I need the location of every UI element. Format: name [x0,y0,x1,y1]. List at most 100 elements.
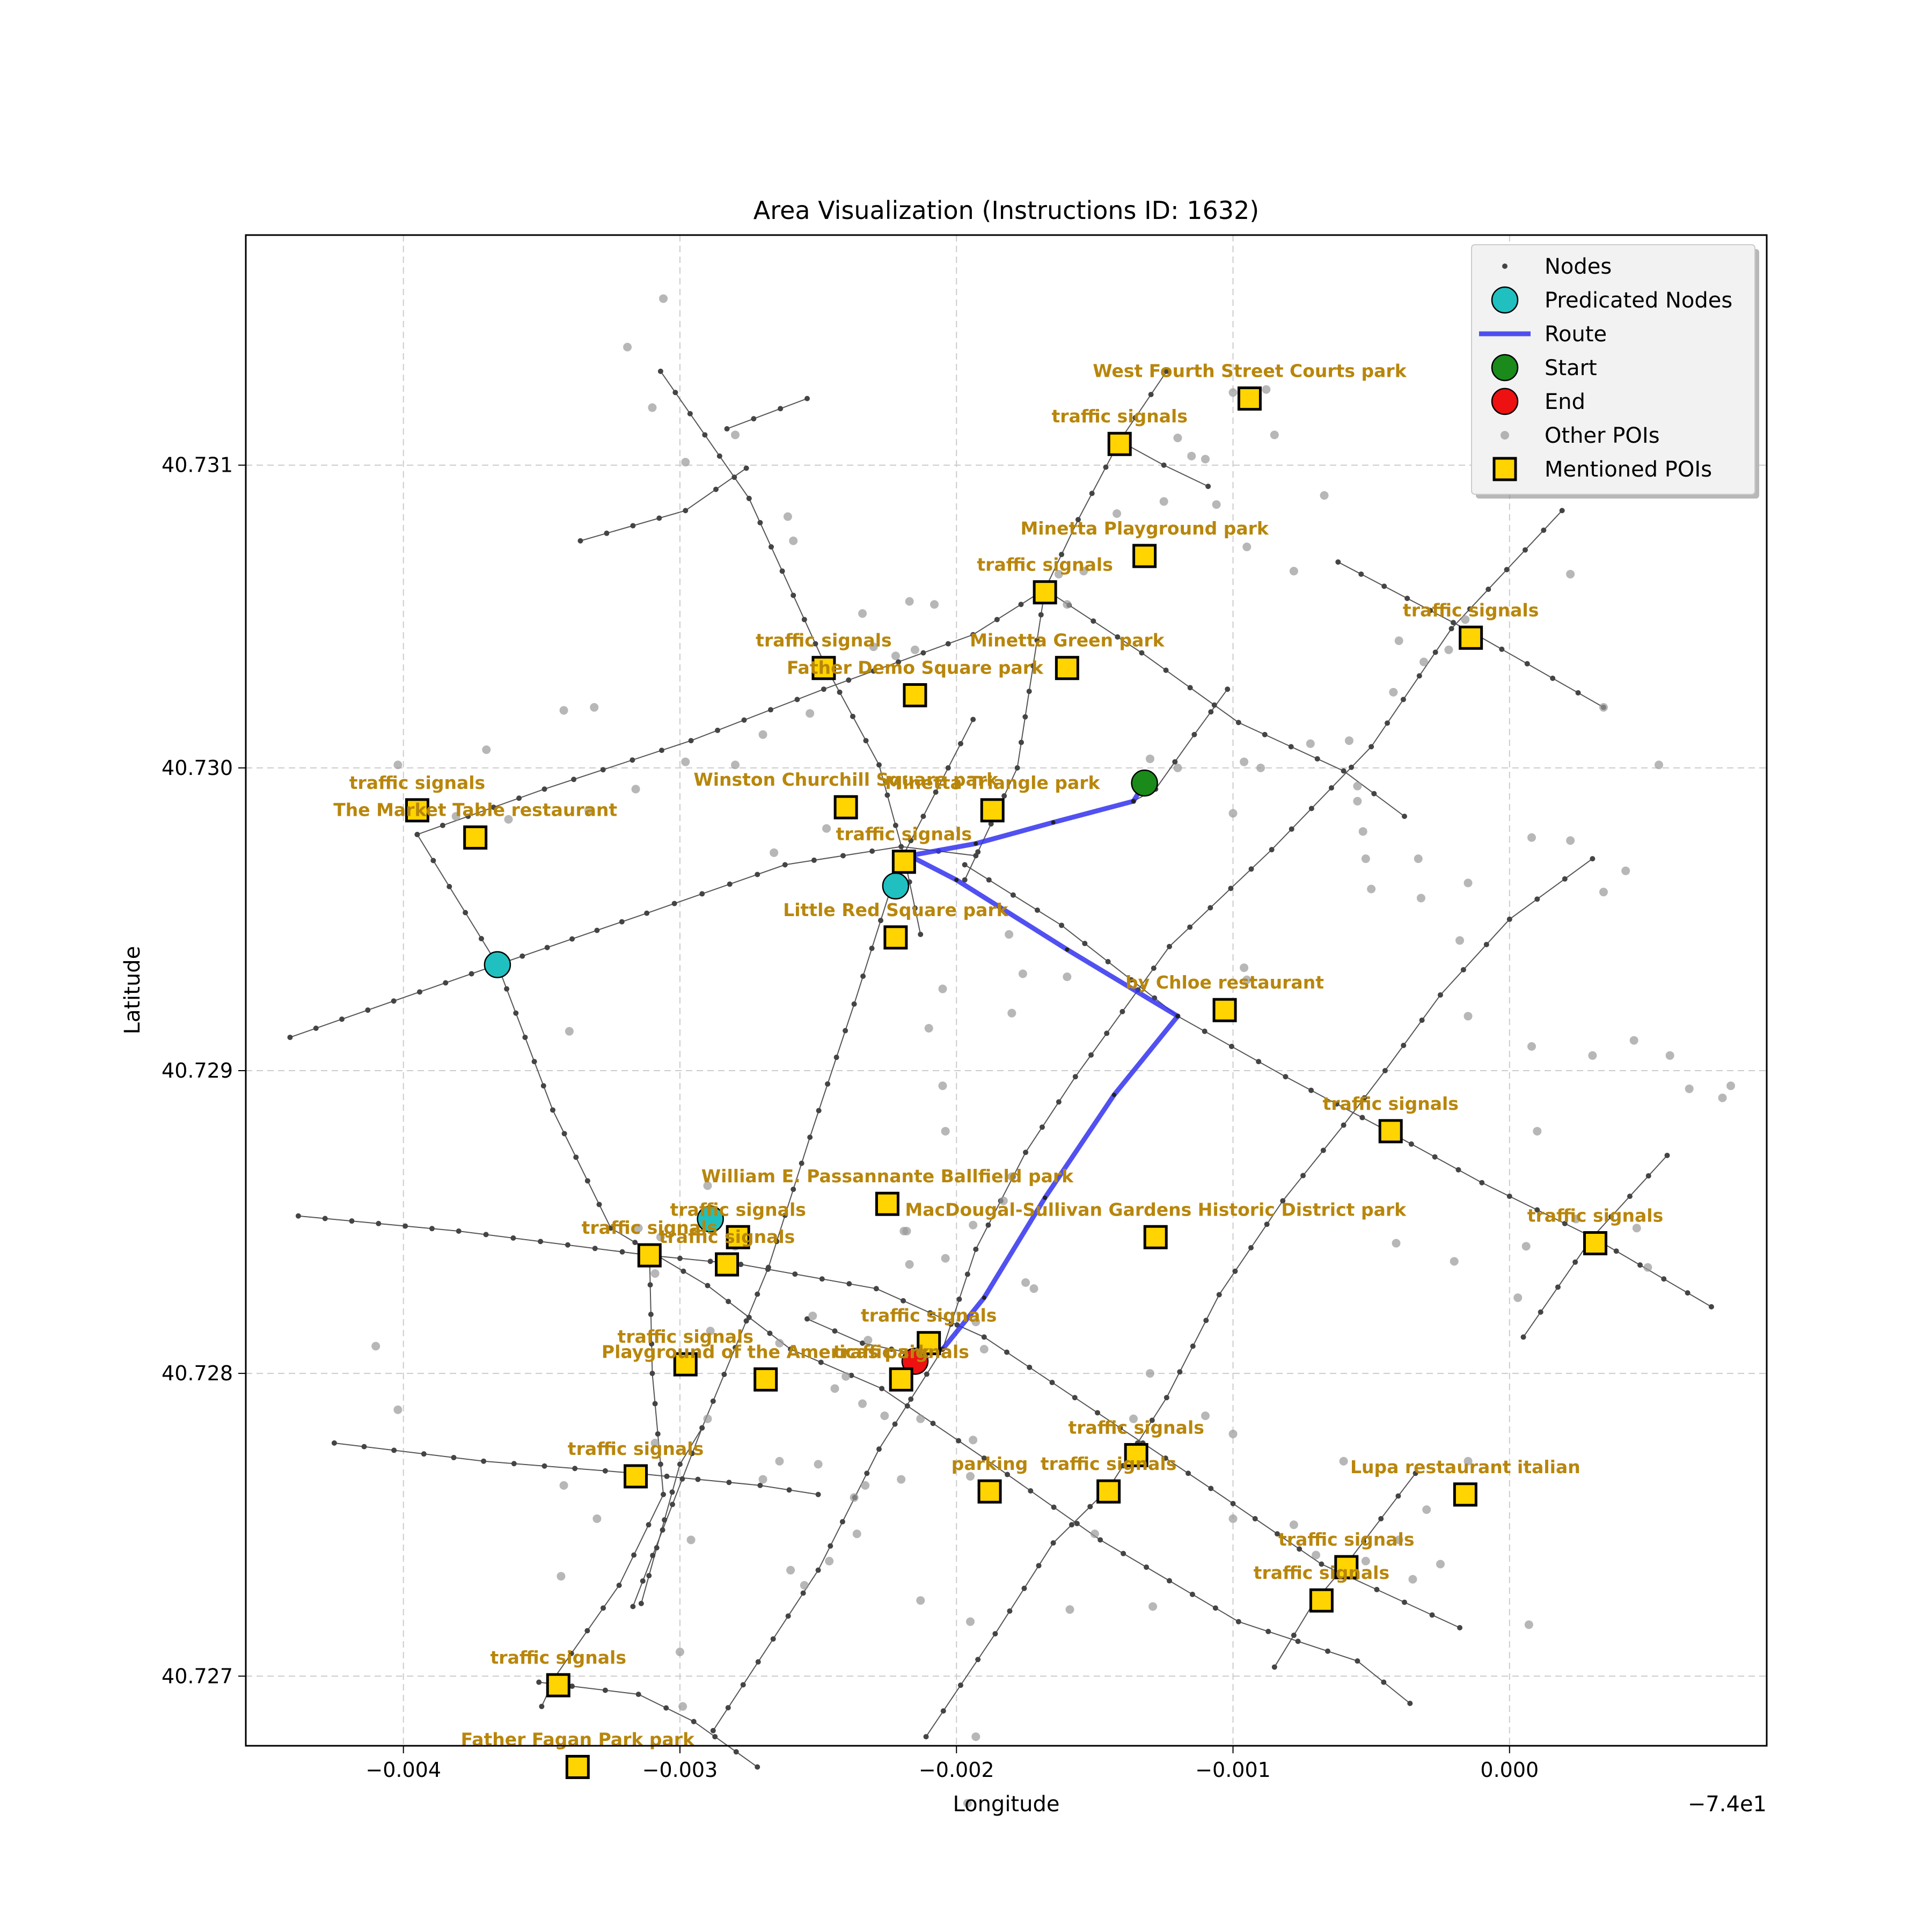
other-poi-point [808,1311,817,1320]
street-node [1613,1248,1619,1254]
mentioned-poi-marker [917,1331,941,1356]
street-node [970,716,976,722]
street-node [1128,977,1134,983]
street-node [1541,528,1547,533]
mentioned-poi-label: by Chloe restaurant [1125,972,1324,993]
street-node [765,1267,771,1272]
street-node [957,741,963,747]
street-node [689,1451,695,1457]
street-node [1049,1380,1055,1386]
street-node [975,849,981,855]
other-poi-point [686,1535,696,1545]
street-node [680,1268,686,1274]
other-poi-point [1320,491,1329,500]
other-poi-point [758,730,767,739]
other-poi-point [1090,1529,1099,1539]
route-node [982,1296,986,1300]
mentioned-poi-marker [726,1225,750,1249]
street-node [1162,1455,1168,1461]
other-poi-point [806,709,815,718]
street-node [1416,673,1422,679]
street-node [648,1312,654,1318]
other-poi-point [1461,615,1470,624]
other-poi-point [1527,833,1536,842]
street-node [287,1034,293,1040]
street-node [970,632,976,638]
street-node [577,538,583,544]
street-node [1144,1564,1150,1570]
street-node [1151,965,1157,971]
street-node [721,1372,727,1378]
street-node [860,1340,866,1346]
street-node [1059,923,1065,928]
street-node [657,368,663,374]
street-node [988,821,994,827]
street-node [837,689,843,695]
street-node [322,1216,328,1221]
street-node [1374,1586,1380,1592]
street-node [799,1160,804,1166]
street-node [1485,587,1491,592]
street-node [726,1480,732,1485]
other-poi-point [1408,1575,1417,1584]
street-node [594,927,600,933]
other-poi-point [1240,963,1249,972]
street-node [981,1455,987,1461]
street-node [1538,1309,1543,1315]
other-poi-point [880,1411,889,1421]
other-poi-point [1063,600,1072,609]
street-node [985,1222,991,1228]
street-node [725,1705,731,1711]
street-node [663,1705,669,1711]
legend-swatch-predicated [1491,286,1519,314]
mentioned-poi-marker [624,1464,648,1489]
other-poi-point [941,1126,950,1136]
other-poi-point [1148,1602,1158,1611]
street-node [522,1034,528,1040]
street-node [908,838,914,844]
street-node [1645,1173,1651,1179]
other-poi-point [1054,569,1063,579]
mentioned-poi-label: traffic signals [1527,1205,1663,1226]
street-node [630,1604,636,1609]
x-tick-label: −0.001 [1195,1758,1271,1782]
street-node [786,1487,792,1493]
other-poi-point [1129,1414,1138,1423]
mentioned-poi-label: MacDougal-Sullivan Gardens Historic Dist… [905,1199,1407,1220]
mentioned-poi-marker [1212,998,1237,1022]
street-node [992,1631,998,1637]
street-node [1018,602,1024,608]
street-node [491,804,496,810]
mentioned-poi-marker [715,1252,740,1277]
street-node [1359,1115,1365,1121]
other-poi-point [1599,888,1608,897]
other-poi-point [1007,1008,1016,1018]
street-node [1520,1334,1526,1340]
mentioned-poi-marker [637,1243,662,1268]
mentioned-poi-marker [1334,1555,1359,1579]
street-node [1451,620,1457,626]
street-node [710,1398,716,1404]
other-poi-point [861,1481,870,1490]
mentioned-poi-marker [753,1367,778,1392]
street-node [1148,392,1154,398]
other-poi-point [1007,1172,1016,1181]
other-poi-point [1521,1242,1531,1251]
y-tick-label: 40.729 [162,1059,233,1082]
street-node [677,1461,683,1467]
mentioned-poi-label: William E. Passannante Ballfield park [701,1166,1074,1187]
street-node [1010,892,1016,898]
street-node [948,1321,954,1327]
other-poi-point [1416,894,1425,903]
street-node [632,1240,638,1246]
other-poi-point [1358,827,1367,836]
street-edge [290,846,976,1038]
legend-label-start: Start [1545,356,1597,380]
street-node [1264,1221,1270,1227]
street-node [863,738,869,744]
other-poi-point [966,1617,975,1626]
street-node [843,1028,848,1034]
street-node [879,1386,885,1392]
other-poi-point [1392,1239,1401,1248]
street-node [920,650,926,656]
